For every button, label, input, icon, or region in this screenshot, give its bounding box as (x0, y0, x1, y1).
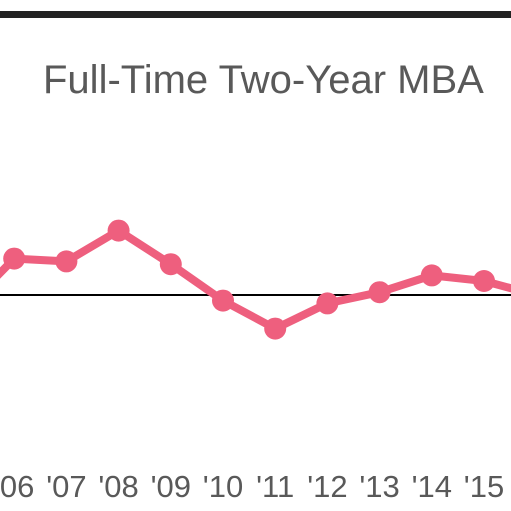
data-point-8 (368, 281, 391, 304)
x-tick-label: '08 (98, 469, 138, 504)
x-tick-label: '07 (46, 469, 86, 504)
data-point-9 (420, 264, 443, 287)
chart-title: Full-Time Two-Year MBA (43, 58, 484, 102)
x-tick-label: '12 (307, 469, 347, 504)
x-tick-label: '14 (412, 469, 452, 504)
x-tick-label: '09 (151, 469, 191, 504)
x-tick-label: '11 (256, 469, 294, 504)
data-point-4 (159, 253, 182, 276)
data-point-10 (473, 270, 495, 292)
x-tick-label: '15 (464, 469, 504, 504)
top-frame-line (0, 11, 511, 18)
x-tick-label: '06 (0, 469, 34, 504)
data-point-1 (3, 247, 26, 270)
data-point-7 (316, 292, 339, 315)
x-tick-label: '10 (203, 469, 243, 504)
data-point-2 (55, 250, 78, 273)
x-tick-label: '13 (359, 469, 399, 504)
data-point-5 (212, 289, 234, 312)
data-point-3 (107, 219, 130, 242)
data-point-6 (264, 317, 287, 340)
